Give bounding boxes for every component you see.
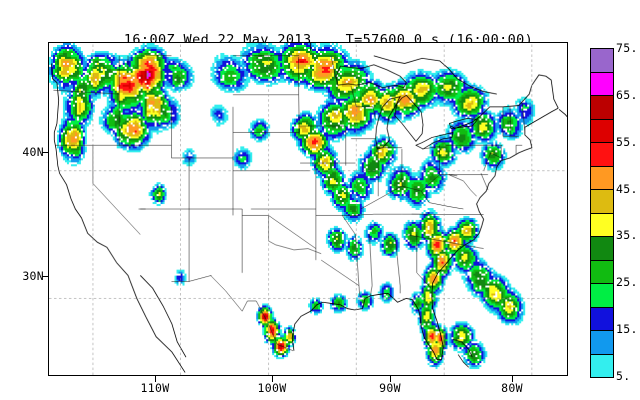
colorbar-tick-35: 35. bbox=[616, 228, 638, 243]
x-axis-label-90w: 90W bbox=[379, 381, 401, 395]
y-tick-40n bbox=[42, 152, 48, 153]
colorbar-tick-55: 55. bbox=[616, 134, 638, 149]
colorbar-tick-75: 75. bbox=[616, 41, 638, 55]
x-tick-90w bbox=[390, 376, 391, 382]
colorbar-band-0 bbox=[591, 49, 613, 73]
colorbar-tick-15: 15. bbox=[616, 322, 638, 337]
colorbar-band-2 bbox=[591, 96, 613, 120]
colorbar-band-7 bbox=[591, 213, 613, 237]
x-tick-110w bbox=[155, 376, 156, 382]
colorbar-band-12 bbox=[591, 331, 613, 355]
y-tick-30n bbox=[42, 276, 48, 277]
x-axis-label-100w: 100W bbox=[257, 381, 287, 395]
reflectivity-map-canvas[interactable] bbox=[49, 43, 567, 375]
colorbar-band-11 bbox=[591, 307, 613, 331]
y-axis-label-40n: 40N bbox=[22, 145, 44, 159]
colorbar-band-8 bbox=[591, 237, 613, 261]
colorbar-tick-5: 5. bbox=[616, 369, 631, 383]
reflectivity-colorbar bbox=[590, 48, 614, 378]
colorbar-tick-65: 65. bbox=[616, 87, 638, 102]
colorbar-band-4 bbox=[591, 143, 613, 167]
colorbar-tick-25: 25. bbox=[616, 275, 638, 290]
colorbar-band-6 bbox=[591, 190, 613, 214]
colorbar-band-1 bbox=[591, 72, 613, 96]
y-axis-label-30n: 30N bbox=[22, 269, 44, 283]
colorbar-band-13 bbox=[591, 354, 613, 377]
colorbar-band-10 bbox=[591, 284, 613, 308]
x-tick-80w bbox=[512, 376, 513, 382]
colorbar-tick-45: 45. bbox=[616, 181, 638, 196]
colorbar-band-9 bbox=[591, 260, 613, 284]
x-axis-label-80w: 80W bbox=[501, 381, 523, 395]
map-panel[interactable] bbox=[48, 42, 568, 376]
x-tick-100w bbox=[272, 376, 273, 382]
colorbar-band-3 bbox=[591, 119, 613, 143]
colorbar-band-5 bbox=[591, 166, 613, 190]
x-axis-label-110w: 110W bbox=[140, 381, 170, 395]
